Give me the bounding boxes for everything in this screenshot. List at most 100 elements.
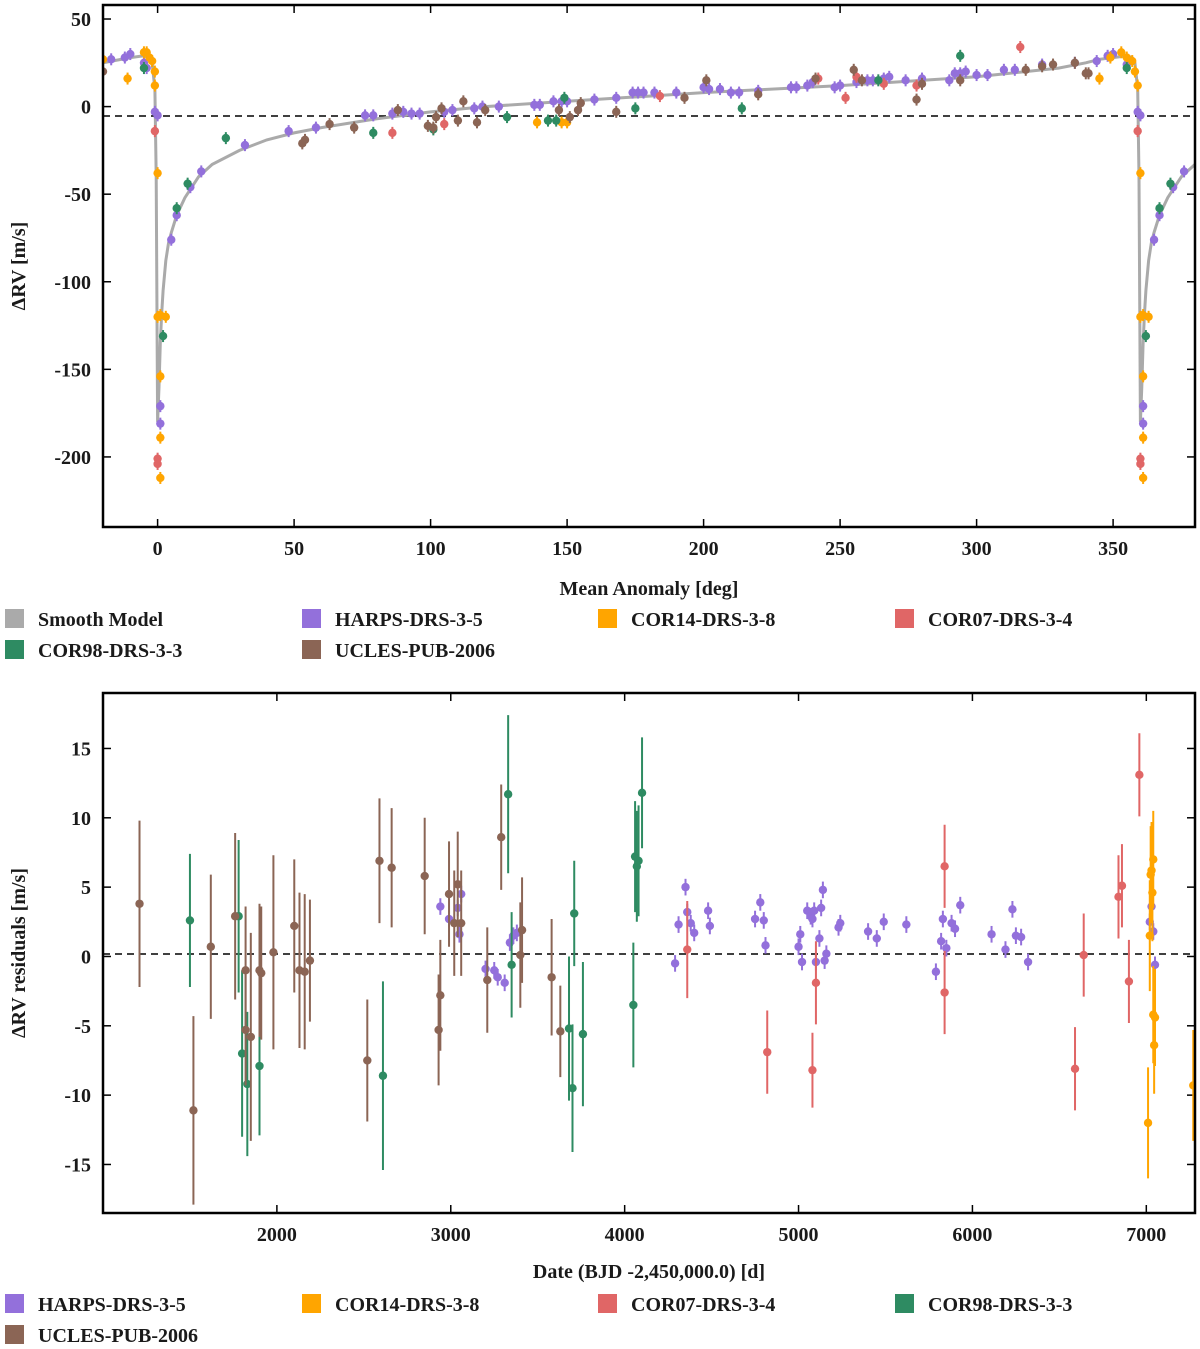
- x-tick-label: 4000: [605, 1224, 645, 1246]
- data-point: [189, 1106, 198, 1115]
- data-point: [459, 97, 468, 106]
- data-point: [496, 833, 506, 842]
- legend-swatch: [5, 1325, 24, 1344]
- data-point: [470, 104, 479, 113]
- data-point: [945, 76, 954, 85]
- data-point: [135, 899, 144, 908]
- legend-item-cor14: COR14-DRS-3-8: [598, 609, 775, 631]
- data-point: [759, 916, 768, 925]
- data-point: [257, 968, 266, 978]
- rv-residuals-plot: 2000 3000 4000 5000 6000 7000 15 10 5 0 -5 -10 -15 D…: [8, 691, 1197, 1283]
- data-point: [503, 790, 513, 799]
- x-tick-label: 300: [962, 538, 992, 560]
- data-point: [956, 51, 965, 60]
- data-point: [183, 179, 192, 188]
- data-point: [794, 942, 803, 951]
- data-point: [290, 921, 299, 931]
- legend-swatch: [598, 609, 617, 628]
- legend-label: COR98-DRS-3-3: [928, 1294, 1072, 1316]
- legend-item-cor98: COR98-DRS-3-3: [895, 1294, 1072, 1316]
- legend-item-smooth-model: Smooth Model: [5, 609, 163, 631]
- legend-swatch: [302, 640, 321, 659]
- data-point: [535, 100, 544, 110]
- data-point: [715, 84, 725, 94]
- data-point: [796, 930, 805, 939]
- data-point: [156, 473, 165, 483]
- data-point: [637, 788, 647, 798]
- series-cor98-drs-3-3: [185, 715, 647, 1171]
- data-point: [761, 941, 770, 950]
- rv-phase-plot: 0 50 100 150 200 250 300 350500-50-100-150-200 …: [8, 3, 1197, 600]
- top-plot-frame: [101, 3, 1197, 529]
- data-point: [936, 937, 946, 946]
- data-point: [1023, 957, 1033, 967]
- data-point: [631, 104, 640, 113]
- data-point: [879, 917, 888, 926]
- data-point: [1037, 62, 1047, 71]
- data-point: [816, 903, 826, 913]
- data-point: [1166, 179, 1175, 188]
- data-point: [726, 88, 736, 97]
- data-point: [1095, 74, 1104, 83]
- legend-item-cor07: COR07-DRS-3-4: [895, 609, 1072, 631]
- data-point: [972, 70, 981, 80]
- data-point: [912, 95, 921, 104]
- y-tick-label: -100: [54, 272, 91, 294]
- data-point: [325, 119, 334, 129]
- bottom-axis-ticks: 2000 3000 4000 5000 6000 7000 15 10 5 0 -5 -10 -15: [64, 693, 1195, 1246]
- data-point: [1117, 881, 1127, 890]
- data-point: [1189, 1081, 1195, 1090]
- data-point: [999, 65, 1009, 75]
- data-point: [639, 88, 648, 97]
- data-point: [369, 128, 378, 138]
- data-point: [1133, 81, 1142, 90]
- legend-label: COR07-DRS-3-4: [631, 1294, 775, 1316]
- data-point: [704, 84, 714, 94]
- y-tick-label: -50: [64, 184, 91, 206]
- data-point: [737, 104, 747, 113]
- data-point: [629, 1000, 638, 1010]
- data-point: [1138, 433, 1148, 442]
- data-point: [429, 123, 438, 132]
- data-point: [863, 927, 873, 936]
- data-point: [901, 76, 910, 85]
- data-point: [481, 964, 490, 974]
- legend-swatch: [5, 609, 24, 628]
- series-harps-drs-3-5: [436, 878, 1160, 992]
- y-tick-label: 15: [71, 738, 91, 760]
- data-point: [956, 76, 965, 85]
- data-point: [172, 203, 181, 213]
- data-point: [493, 973, 502, 982]
- series-harps-drs-3-5: [106, 48, 1189, 430]
- legend-swatch: [5, 1294, 24, 1313]
- data-point: [255, 1061, 264, 1071]
- legend-item-ucles: UCLES-PUB-2006: [5, 1325, 198, 1347]
- data-point: [481, 105, 490, 115]
- data-point: [543, 116, 553, 125]
- data-point: [576, 98, 585, 108]
- data-point: [126, 49, 135, 59]
- data-point: [1150, 960, 1160, 969]
- series-ucles-pub-2006: [135, 784, 565, 1205]
- data-point: [369, 111, 378, 120]
- data-point: [672, 88, 681, 97]
- x-tick-label: 6000: [952, 1224, 992, 1246]
- data-point: [161, 312, 170, 321]
- y-tick-label: -5: [74, 1016, 91, 1038]
- legend-label: HARPS-DRS-3-5: [38, 1294, 186, 1316]
- data-point: [106, 55, 116, 64]
- data-point: [1136, 111, 1145, 120]
- data-point: [1124, 977, 1134, 986]
- legend-item-ucles: UCLES-PUB-2006: [302, 640, 495, 662]
- smooth-model-curve: [103, 54, 1195, 422]
- legend-label: COR14-DRS-3-8: [631, 609, 775, 631]
- legend-item-cor07: COR07-DRS-3-4: [598, 1294, 775, 1316]
- data-point: [507, 960, 516, 969]
- bottom-legend: HARPS-DRS-3-5 COR14-DRS-3-8 COR07-DRS-3-…: [5, 1294, 1072, 1347]
- x-tick-label: 350: [1098, 538, 1128, 560]
- data-point: [815, 934, 824, 943]
- data-point: [1128, 56, 1137, 66]
- data-point: [156, 401, 165, 411]
- data-point: [393, 105, 403, 115]
- data-point: [560, 93, 569, 103]
